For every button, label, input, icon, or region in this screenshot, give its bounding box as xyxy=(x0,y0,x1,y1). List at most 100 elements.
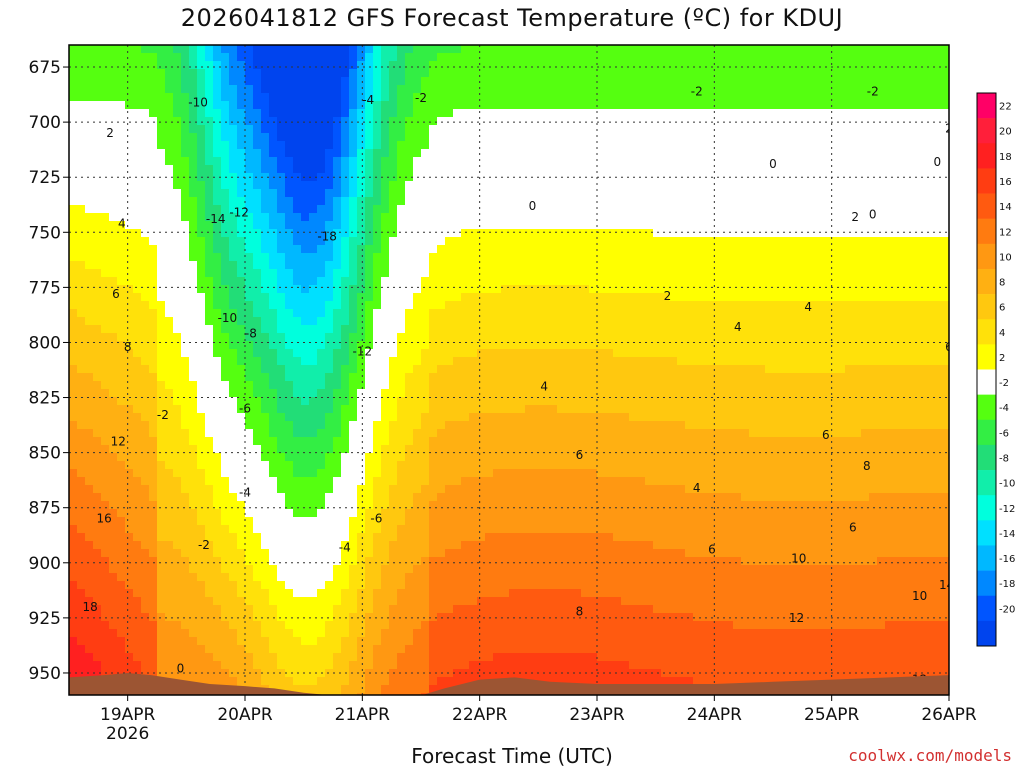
field-cell xyxy=(485,349,494,358)
field-cell xyxy=(133,77,142,86)
field-cell xyxy=(277,285,286,294)
field-cell xyxy=(285,213,294,222)
field-cell xyxy=(365,597,374,606)
field-cell xyxy=(293,645,302,654)
field-cell xyxy=(437,253,446,262)
field-cell xyxy=(173,245,182,254)
field-cell xyxy=(237,381,246,390)
field-cell xyxy=(317,501,326,510)
field-cell xyxy=(213,261,222,270)
field-cell xyxy=(381,317,390,326)
field-cell xyxy=(293,125,302,134)
field-cell xyxy=(341,165,350,174)
field-cell xyxy=(189,53,198,62)
field-cell xyxy=(381,365,390,374)
field-cell xyxy=(245,429,254,438)
field-cell xyxy=(77,461,86,470)
field-cell xyxy=(461,181,470,190)
field-cell xyxy=(437,221,446,230)
field-cell xyxy=(181,365,190,374)
field-cell xyxy=(165,605,174,614)
field-cell xyxy=(229,397,238,406)
field-cell xyxy=(197,357,206,366)
field-cell xyxy=(125,509,134,518)
field-cell xyxy=(413,645,422,654)
field-cell xyxy=(245,93,254,102)
field-cell xyxy=(469,293,478,302)
field-cell xyxy=(397,661,406,670)
field-cell xyxy=(325,557,334,566)
field-cell xyxy=(501,493,510,502)
field-cell xyxy=(373,437,382,446)
field-cell xyxy=(149,269,158,278)
field-cell xyxy=(181,197,190,206)
field-cell xyxy=(549,93,558,102)
field-cell xyxy=(133,581,142,590)
field-cell xyxy=(189,349,198,358)
field-cell xyxy=(381,525,390,534)
field-cell xyxy=(293,269,302,278)
field-cell xyxy=(525,189,534,198)
field-cell xyxy=(269,653,278,662)
field-cell xyxy=(533,581,542,590)
field-cell xyxy=(381,357,390,366)
field-cell xyxy=(325,117,334,126)
field-cell xyxy=(453,141,462,150)
field-cell xyxy=(333,77,342,86)
field-cell xyxy=(133,637,142,646)
field-cell xyxy=(357,597,366,606)
field-cell xyxy=(533,357,542,366)
field-cell xyxy=(189,77,198,86)
field-cell xyxy=(525,85,534,94)
field-cell xyxy=(117,85,126,94)
field-cell xyxy=(197,333,206,342)
field-cell xyxy=(213,669,222,678)
field-cell xyxy=(125,605,134,614)
field-cell xyxy=(221,621,230,630)
field-cell xyxy=(325,149,334,158)
field-cell xyxy=(365,445,374,454)
field-cell xyxy=(533,381,542,390)
field-cell xyxy=(261,93,270,102)
field-cell xyxy=(237,405,246,414)
field-cell xyxy=(469,469,478,478)
field-cell xyxy=(213,565,222,574)
field-cell xyxy=(349,357,358,366)
field-cell xyxy=(165,237,174,246)
field-cell xyxy=(149,365,158,374)
field-cell xyxy=(165,165,174,174)
field-cell xyxy=(221,181,230,190)
field-cell xyxy=(413,397,422,406)
field-cell xyxy=(477,125,486,134)
field-cell xyxy=(461,405,470,414)
field-cell xyxy=(333,413,342,422)
field-cell xyxy=(133,573,142,582)
field-cell xyxy=(341,621,350,630)
field-cell xyxy=(205,125,214,134)
field-cell xyxy=(85,173,94,182)
field-cell xyxy=(381,693,390,695)
field-cell xyxy=(77,437,86,446)
field-cell xyxy=(325,109,334,118)
field-cell xyxy=(421,453,430,462)
field-cell xyxy=(421,645,430,654)
field-cell xyxy=(117,501,126,510)
field-cell xyxy=(389,629,398,638)
field-cell xyxy=(453,373,462,382)
field-cell xyxy=(405,437,414,446)
field-cell xyxy=(181,421,190,430)
field-cell xyxy=(149,373,158,382)
field-cell xyxy=(101,45,110,54)
field-cell xyxy=(389,461,398,470)
field-cell xyxy=(437,621,446,630)
field-cell xyxy=(373,637,382,646)
field-cell xyxy=(221,229,230,238)
field-cell xyxy=(333,613,342,622)
field-cell xyxy=(517,413,526,422)
field-cell xyxy=(269,549,278,558)
field-cell xyxy=(245,549,254,558)
field-cell xyxy=(309,141,318,150)
field-cell xyxy=(429,549,438,558)
field-cell xyxy=(509,429,518,438)
field-cell xyxy=(373,301,382,310)
